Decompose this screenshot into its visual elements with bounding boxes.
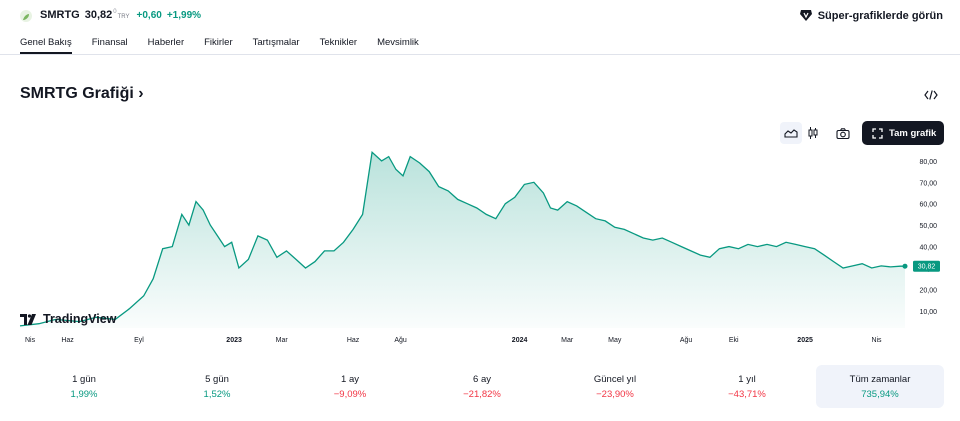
x-tick-label: Mar <box>561 337 574 344</box>
x-tick-label: Haz <box>347 337 360 344</box>
period-value: 1,52% <box>203 389 231 400</box>
tab-seasonals[interactable]: Mevsimlik <box>377 37 419 48</box>
period-label: 1 gün <box>72 374 96 385</box>
tab-discussions[interactable]: Tartışmalar <box>252 37 300 48</box>
area-fill-shape <box>20 152 905 328</box>
last-price-label: 30,82 <box>918 264 936 271</box>
tab-news[interactable]: Haberler <box>147 37 185 48</box>
last-price-badge <box>913 260 940 272</box>
camera-icon <box>836 127 850 139</box>
period-label: 1 yıl <box>738 374 756 385</box>
tabs-divider <box>0 54 960 55</box>
x-axis: Nis Haz Eyl 2023 Mar Haz Ağu 2024 Mar May Ağu Eki 20… <box>25 337 882 344</box>
period-6m[interactable]: 6 ay −21,82% <box>418 365 546 408</box>
period-value: 1,99% <box>70 389 98 400</box>
x-tick-label: Ağu <box>680 337 693 344</box>
x-tick-label: 2023 <box>226 337 242 344</box>
period-ytd[interactable]: Güncel yıl −23,90% <box>551 365 679 408</box>
period-label: 1 ay <box>341 374 359 385</box>
full-chart-button[interactable]: Tam grafik <box>862 121 944 145</box>
company-logo-icon <box>20 10 32 22</box>
fullscreen-icon <box>872 127 883 139</box>
period-label: 5 gün <box>205 374 229 385</box>
chart-price-line <box>19 151 905 327</box>
tab-ideas[interactable]: Fikirler <box>204 37 233 48</box>
tradingview-watermark: TradingView <box>20 312 116 326</box>
x-tick-label: Eki <box>729 337 739 344</box>
candlestick-button[interactable] <box>803 122 823 144</box>
ticker-price: 30,820 <box>85 9 117 21</box>
candlestick-icon <box>808 127 818 139</box>
x-tick-label: Mar <box>276 337 289 344</box>
period-value: −23,90% <box>596 389 634 400</box>
x-tick-label: May <box>608 337 622 344</box>
chart-title: SMRTG Grafiği <box>20 85 134 102</box>
period-1y[interactable]: 1 yıl −43,71% <box>683 365 811 408</box>
x-tick-label: 2024 <box>512 337 528 344</box>
period-label: 6 ay <box>473 374 491 385</box>
x-tick-label: Haz <box>61 337 74 344</box>
x-tick-label: Nis <box>871 337 882 344</box>
top-bar: SMRTG 30,820 TRY +0,60 +1,99% Süper-graf… <box>0 0 960 32</box>
y-tick-label: 40,00 <box>919 245 937 252</box>
super-charts-label: Süper-grafiklerde görün <box>817 9 943 22</box>
period-performance: 1 gün 1,99% 5 gün 1,52% 1 ay −9,09% 6 ay… <box>20 365 944 408</box>
y-tick-label: 20,00 <box>919 287 937 294</box>
tab-overview[interactable]: Genel Bakış <box>20 32 72 54</box>
y-tick-label: 50,00 <box>919 223 937 230</box>
area-chart-button[interactable] <box>780 122 802 144</box>
period-value: −9,09% <box>333 389 367 400</box>
tradingview-label: TradingView <box>43 312 117 326</box>
period-value: −21,82% <box>463 389 501 400</box>
period-1d[interactable]: 1 gün 1,99% <box>20 365 148 408</box>
chevron-right-icon: › <box>138 85 144 102</box>
price-value: 30,82 <box>84 9 113 21</box>
period-1m[interactable]: 1 ay −9,09% <box>286 365 414 408</box>
embed-code-icon[interactable] <box>924 89 938 101</box>
x-tick-label: Nis <box>25 337 36 344</box>
y-tick-label: 70,00 <box>919 180 937 187</box>
x-tick-label: Eyl <box>134 337 144 344</box>
last-price-dot <box>902 263 908 269</box>
currency-label: TRY <box>117 14 130 20</box>
screenshot-button[interactable] <box>832 122 854 144</box>
ticker-symbol: SMRTG <box>40 9 80 21</box>
price-superscript: 0 <box>113 9 117 16</box>
y-tick-label: 60,00 <box>919 202 937 209</box>
period-value: −43,71% <box>728 389 766 400</box>
super-charts-link[interactable]: Süper-grafiklerde görün <box>799 9 943 22</box>
period-label: Güncel yıl <box>593 374 637 385</box>
period-value: 735,94% <box>861 389 899 400</box>
ticker-summary: SMRTG 30,820 TRY +0,60 +1,99% <box>20 9 201 21</box>
y-tick-label: 10,00 <box>919 309 937 316</box>
area-chart-icon <box>784 129 798 138</box>
x-tick-label: 2025 <box>797 337 813 344</box>
price-change-percent: +1,99% <box>166 10 202 21</box>
period-all-time[interactable]: Tüm zamanlar 735,94% <box>816 365 944 408</box>
section-tabs: Genel Bakış Finansal Haberler Fikirler T… <box>20 32 439 54</box>
y-tick-label: 80,00 <box>919 159 937 166</box>
chart-area-fill <box>20 152 905 328</box>
chart-title-link[interactable]: SMRTG Grafiği › <box>20 85 144 103</box>
price-series-line <box>19 151 905 327</box>
price-change: +0,60 <box>136 10 162 21</box>
period-label: Tüm zamanlar <box>849 374 911 385</box>
price-chart[interactable]: 80,0070,0060,0050,0040,0030,0020,0010,00… <box>0 148 960 350</box>
last-price-marker: 30,82 <box>902 260 940 272</box>
tab-technicals[interactable]: Teknikler <box>319 37 358 48</box>
tradingview-badge-icon <box>799 10 812 21</box>
full-chart-label: Tam grafik <box>889 127 937 139</box>
tradingview-logo-icon <box>20 313 36 325</box>
period-5d[interactable]: 5 gün 1,52% <box>153 365 281 408</box>
x-tick-label: Ağu <box>394 337 407 344</box>
tab-financials[interactable]: Finansal <box>91 37 128 48</box>
